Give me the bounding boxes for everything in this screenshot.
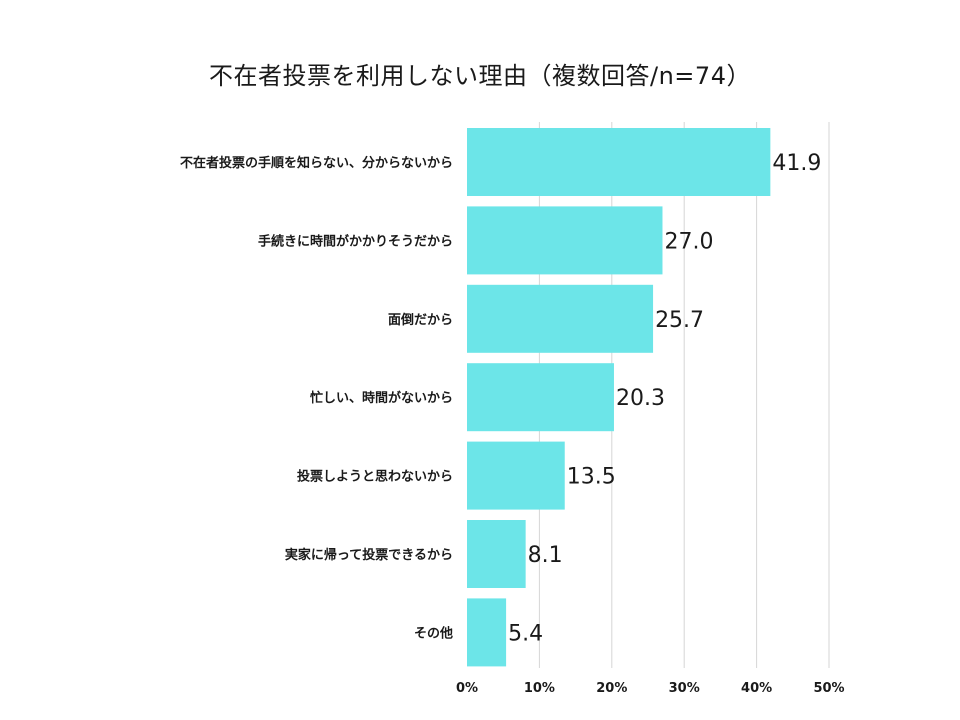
category-label-layer: 不在者投票の手順を知らない、分からないから手続きに時間がかかりそうだから面倒だか…	[180, 155, 453, 641]
chart-title: 不在者投票を利用しない理由（複数回答/n=74）	[209, 62, 751, 90]
category-label: 実家に帰って投票できるから	[285, 547, 453, 563]
data-label: 25.7	[655, 308, 704, 333]
category-label: 手続きに時間がかかりそうだから	[258, 233, 453, 249]
bar	[467, 363, 614, 432]
bar-layer	[467, 128, 771, 667]
x-tick-label: 10%	[524, 681, 555, 696]
data-label: 27.0	[664, 229, 713, 254]
bar	[467, 284, 654, 353]
data-label: 20.3	[616, 386, 665, 411]
x-tick-label: 40%	[741, 681, 772, 696]
tick-label-layer: 0% 10% 20% 30% 40% 50%	[456, 681, 845, 696]
bar	[467, 520, 526, 588]
x-tick-label: 30%	[669, 681, 700, 696]
category-label: 面倒だから	[388, 312, 453, 328]
bar	[467, 441, 565, 510]
x-tick-label: 20%	[596, 681, 627, 696]
category-label: 不在者投票の手順を知らない、分からないから	[180, 155, 453, 171]
data-label: 13.5	[567, 465, 616, 490]
data-label: 8.1	[528, 543, 563, 568]
bar	[467, 128, 771, 196]
bar	[467, 598, 507, 667]
value-label-layer: 41.9 27.0 25.7 20.3 13.5 8.1 5.4	[508, 151, 821, 646]
x-tick-label: 50%	[813, 681, 844, 696]
category-label: 投票しようと思わないから	[297, 469, 453, 485]
data-label: 5.4	[508, 621, 543, 646]
bar	[467, 206, 663, 275]
x-tick-label: 0%	[456, 681, 478, 696]
category-label: その他	[414, 625, 453, 641]
data-label: 41.9	[772, 151, 821, 176]
category-label: 忙しい、時間がないから	[310, 390, 453, 406]
